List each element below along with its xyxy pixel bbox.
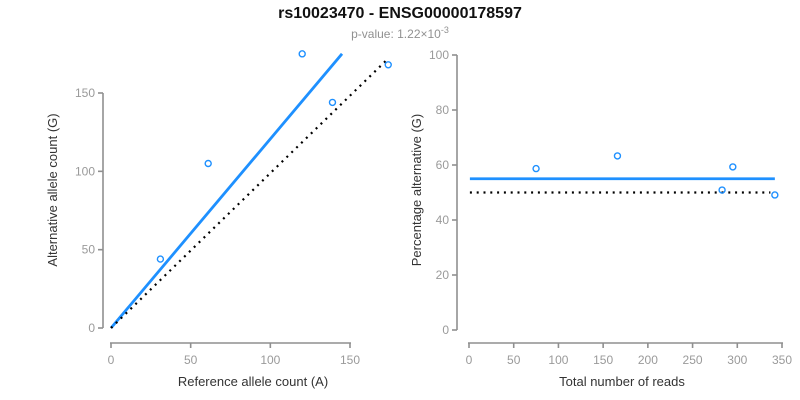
y-tick-label: 100 [429,48,449,62]
x-tick-label: 350 [772,353,792,367]
x-tick-label: 100 [548,353,568,367]
x-tick-label: 300 [727,353,747,367]
figure-title: rs10023470 - ENSG00000178597 [278,5,522,22]
data-point [718,186,726,194]
x-tick-label: 0 [466,353,473,367]
y-axis-title: Alternative allele count (G) [45,113,60,266]
x-axis-title: Total number of reads [559,374,685,389]
data-point [204,159,212,168]
x-axis-title: Reference allele count (A) [178,374,328,389]
data-point [771,191,779,199]
identity-line [110,57,390,329]
x-tick-label: 50 [507,353,521,367]
data-point [156,255,165,263]
data-point [532,164,540,173]
data-point [328,98,337,107]
figure-subtitle: p-value: 1.22×10-3 [0,25,800,41]
y-axis-title: Percentage alternative (G) [409,114,424,266]
y-tick-label: 80 [436,103,450,117]
data-point [613,152,622,160]
x-tick-label: 150 [593,353,613,367]
y-tick-label: 60 [436,158,450,172]
y-tick-label: 0 [442,323,449,337]
pvalue-text: p-value: 1.22×10 [351,27,441,41]
x-tick-label: 250 [683,353,703,367]
y-tick-label: 0 [88,321,95,335]
x-tick-label: 50 [184,353,198,367]
y-tick-label: 150 [75,86,95,100]
y-tick-label: 100 [75,164,95,178]
x-tick-label: 200 [638,353,658,367]
pvalue-exponent: -3 [440,25,449,35]
data-point [729,163,737,171]
fitted-regression-line [109,52,344,329]
y-tick-label: 40 [436,213,450,227]
data-point [384,61,392,69]
y-tick-label: 50 [82,243,96,257]
data-point [298,50,306,58]
x-tick-label: 150 [340,353,360,367]
y-tick-label: 20 [436,268,450,282]
x-tick-label: 100 [260,353,280,367]
x-tick-label: 0 [108,353,115,367]
